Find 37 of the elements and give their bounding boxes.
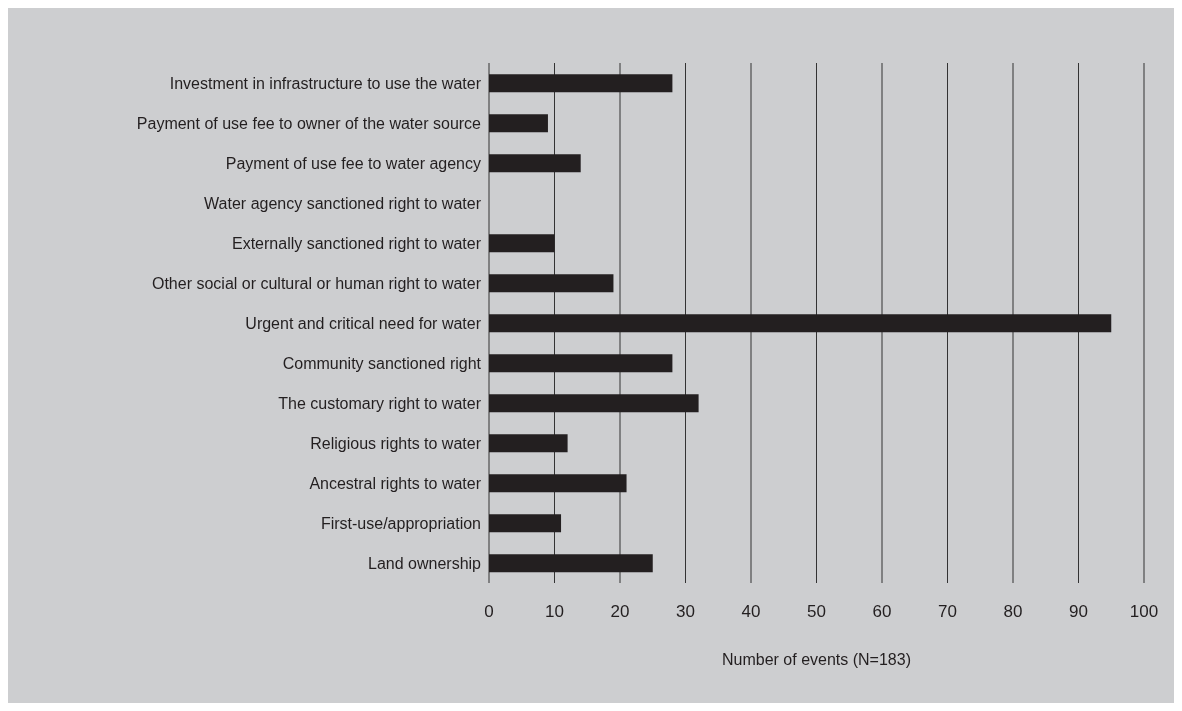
- x-axis-title: Number of events (N=183): [722, 651, 911, 668]
- y-tick-label: Payment of use fee to water agency: [225, 154, 481, 172]
- y-tick-label: Externally sanctioned right to water: [231, 234, 482, 252]
- y-tick-label: First-use/appropriation: [320, 514, 481, 532]
- x-tick-label: 30: [676, 602, 695, 622]
- x-tick-label: 40: [741, 602, 761, 622]
- x-tick-label: 90: [1069, 602, 1088, 622]
- y-tick-label: Religious rights to water: [310, 434, 482, 452]
- y-tick-label: Investment in infrastructure to use the water: [169, 74, 482, 92]
- bar: [489, 74, 673, 93]
- x-tick-label: 100: [1129, 602, 1159, 622]
- y-tick-label: Other social or cultural or human right to water: [151, 274, 482, 292]
- x-tick-label: 50: [807, 602, 826, 622]
- y-tick-label: Community sanctioned right: [282, 354, 482, 372]
- bar: [489, 394, 699, 413]
- y-tick-label: Payment of use fee to owner of the water source: [136, 114, 482, 132]
- bar: [489, 114, 548, 133]
- bar: [489, 474, 627, 493]
- x-tick-label: 60: [872, 602, 892, 622]
- bar: [489, 554, 653, 573]
- x-tick-label: 70: [938, 602, 957, 622]
- bar: [489, 234, 555, 253]
- y-tick-label: Water agency sanctioned right to water: [204, 194, 482, 212]
- y-tick-label: Land ownership: [368, 554, 482, 572]
- x-tick-label: 0: [484, 602, 494, 622]
- x-tick-label: 80: [1003, 602, 1023, 622]
- y-tick-label: Ancestral rights to water: [309, 474, 482, 492]
- bar: [489, 354, 673, 373]
- x-tick-label: 20: [610, 602, 630, 622]
- y-tick-label: Urgent and critical need for water: [245, 314, 482, 332]
- bar: [489, 434, 568, 453]
- x-tick-label: 10: [545, 602, 564, 622]
- bar: [489, 274, 614, 293]
- bar: [489, 154, 581, 173]
- y-tick-label: The customary right to water: [278, 394, 482, 412]
- bar: [489, 514, 562, 533]
- bar: [489, 314, 1112, 333]
